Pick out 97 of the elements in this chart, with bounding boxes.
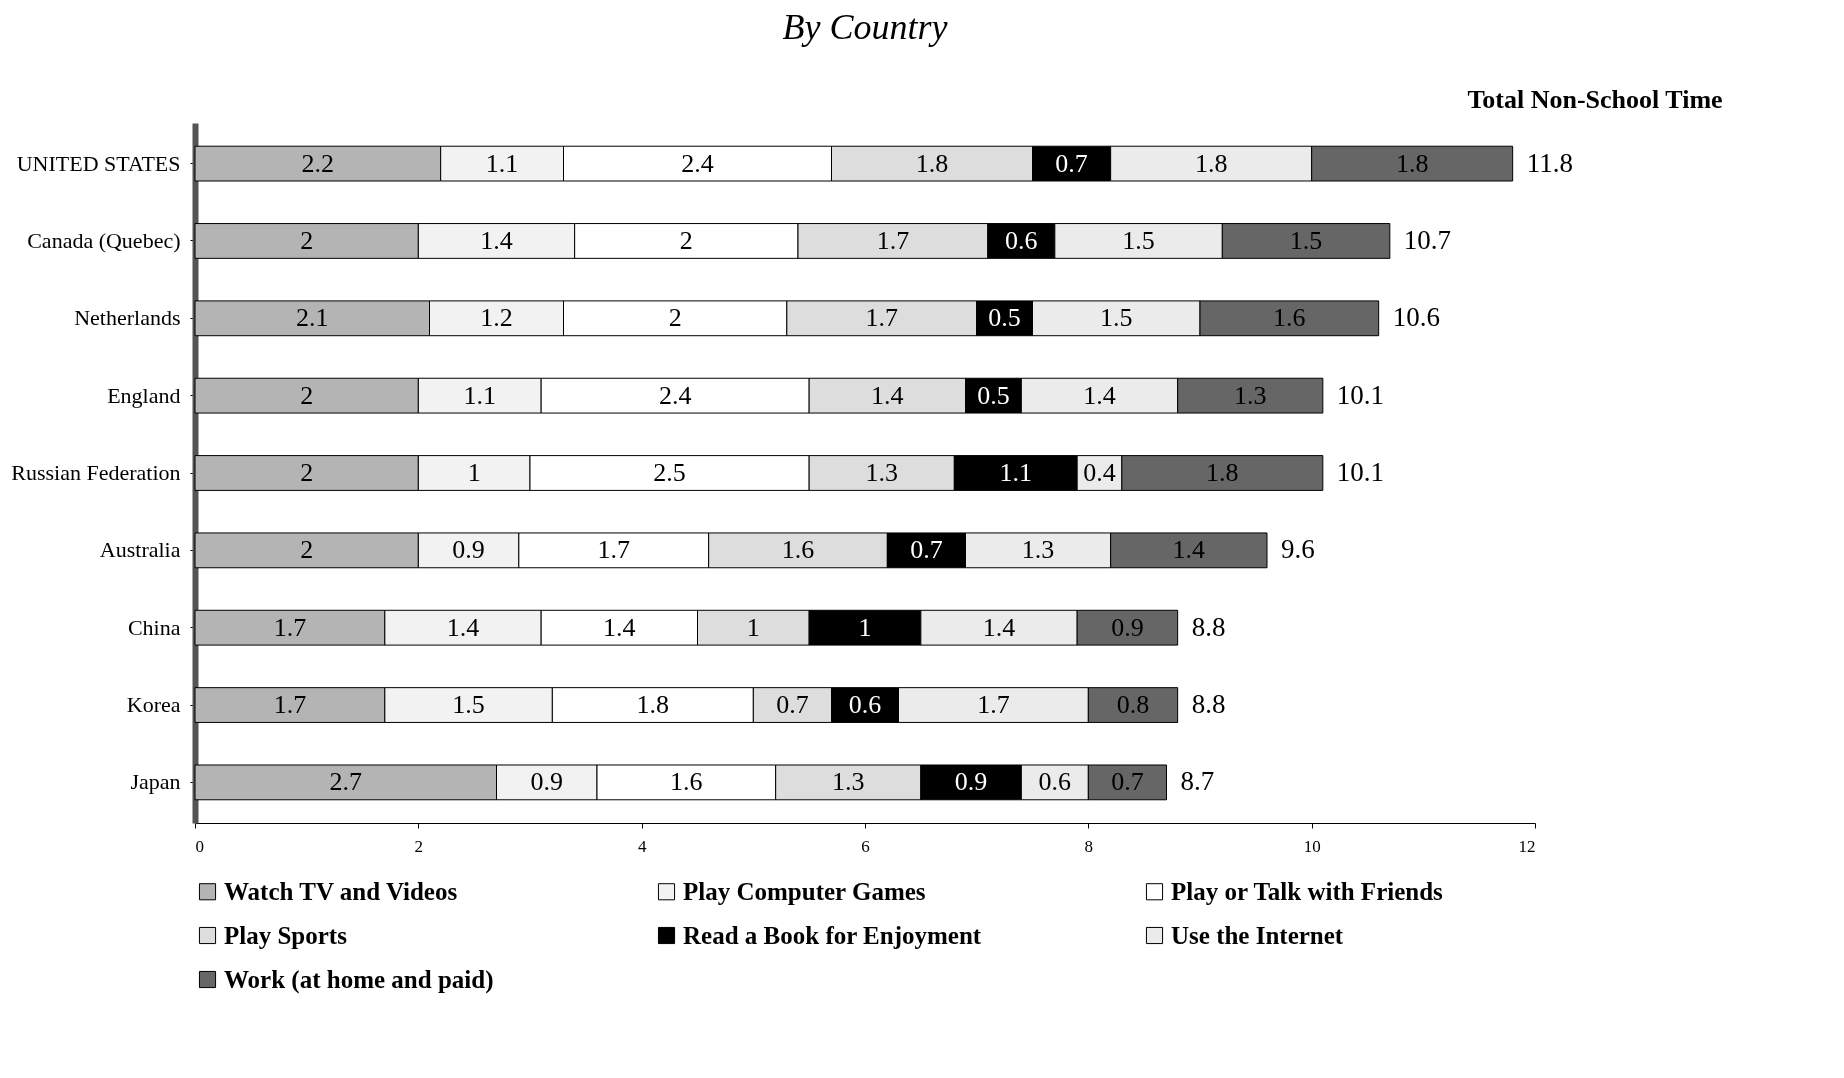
- data-label: 1.8: [1395, 148, 1429, 178]
- data-label: 2.7: [329, 767, 362, 797]
- data-label: 2.4: [658, 380, 692, 410]
- x-tick-label: 12: [1518, 836, 1536, 856]
- total-label: 10.6: [1392, 302, 1440, 333]
- x-tick-label: 10: [1303, 836, 1321, 856]
- x-tick-label: 2: [414, 836, 424, 856]
- legend-label: Watch TV and Videos: [224, 877, 458, 905]
- data-label: 0.9: [530, 767, 563, 797]
- y-tick-label: Netherlands: [74, 305, 181, 331]
- x-tick-label: 0: [195, 836, 204, 856]
- data-label: 1.3: [832, 767, 865, 797]
- total-label: 8.8: [1191, 689, 1226, 720]
- data-label: 1.7: [865, 303, 898, 333]
- legend-label: Use the Internet: [1171, 921, 1344, 949]
- data-label: 1: [746, 612, 760, 642]
- data-label: 1.4: [603, 612, 636, 642]
- total-label: 10.7: [1403, 224, 1452, 255]
- data-label: 0.9: [452, 535, 485, 565]
- total-label: 11.8: [1526, 147, 1573, 178]
- legend-label: Play or Talk with Friends: [1171, 877, 1444, 905]
- total-label: 10.1: [1336, 457, 1385, 487]
- data-label: 2: [300, 225, 314, 255]
- data-label: 1.1: [485, 148, 519, 178]
- data-label: 0.7: [910, 535, 943, 565]
- x-tick-label: 4: [637, 836, 647, 856]
- data-label: 1.7: [977, 690, 1010, 720]
- data-label: 0.4: [1083, 458, 1116, 487]
- y-tick-label: UNITED STATES: [16, 150, 181, 176]
- data-label: 0.5: [988, 303, 1021, 333]
- y-tick-label: China: [127, 614, 181, 640]
- data-label: 1.6: [781, 535, 815, 565]
- data-label: 1.1: [999, 458, 1032, 487]
- data-label: 1.8: [1194, 148, 1228, 178]
- data-label: 1.5: [452, 690, 485, 720]
- y-tick-label: Australia: [99, 537, 181, 563]
- data-label: 0.7: [1055, 148, 1088, 178]
- data-label: 1: [858, 612, 872, 642]
- data-label: 1.8: [636, 690, 670, 720]
- data-label: 0.9: [1111, 612, 1144, 642]
- data-label: 1.5: [1100, 303, 1133, 333]
- y-tick-label: Japan: [130, 769, 181, 795]
- data-label: 1.3: [1234, 380, 1267, 410]
- total-label: 9.6: [1281, 534, 1315, 565]
- y-tick-label: England: [107, 382, 181, 408]
- data-label: 0.6: [848, 690, 882, 720]
- data-label: 0.6: [1005, 225, 1038, 255]
- total-label: 8.8: [1191, 611, 1226, 642]
- data-label: 1.4: [871, 380, 904, 410]
- data-label: 2.2: [301, 148, 335, 178]
- data-label: 1.7: [597, 535, 630, 565]
- data-label: 1.2: [480, 303, 513, 333]
- total-label: 8.7: [1180, 766, 1215, 797]
- legend-label: Read a Book for Enjoyment: [683, 921, 982, 949]
- total-label: 10.1: [1336, 379, 1385, 410]
- data-label: 2: [300, 458, 314, 487]
- data-label: 1.4: [1083, 380, 1116, 410]
- x-tick-label: 8: [1084, 836, 1094, 856]
- data-label: 1.7: [273, 612, 307, 642]
- data-label: 1.8: [1206, 458, 1239, 487]
- y-tick-label: Russian Federation: [11, 460, 181, 485]
- data-label: 0.5: [977, 380, 1010, 410]
- data-label: 2.1: [296, 303, 329, 333]
- data-label: 1.3: [865, 458, 898, 487]
- text: Total Non-School Time: [1467, 85, 1723, 114]
- data-label: 0.8: [1116, 690, 1150, 720]
- data-label: 1.8: [915, 148, 949, 178]
- data-label: 1.4: [982, 612, 1016, 642]
- data-label: 1.6: [670, 767, 703, 797]
- data-label: 1.6: [1273, 303, 1306, 333]
- chart-subtitle: By Country: [782, 7, 948, 47]
- data-label: 1.5: [1289, 225, 1323, 255]
- data-label: 1: [467, 458, 481, 487]
- data-label: 1.4: [480, 225, 513, 255]
- legend-label: Play Sports: [224, 921, 348, 949]
- data-label: 1.7: [273, 690, 307, 720]
- y-tick-label: Korea: [126, 692, 181, 718]
- data-label: 2: [679, 225, 693, 255]
- legend-label: Play Computer Games: [683, 877, 926, 905]
- y-tick-label: Canada (Quebec): [27, 227, 181, 253]
- data-label: 1.5: [1122, 225, 1155, 255]
- data-label: 2.5: [653, 458, 686, 487]
- data-label: 0.6: [1038, 767, 1072, 797]
- data-label: 1.3: [1021, 535, 1055, 565]
- data-label: 1.4: [1172, 535, 1206, 565]
- data-label: 2: [668, 303, 682, 333]
- data-label: 2: [300, 380, 314, 410]
- data-label: 2: [300, 535, 314, 565]
- data-label: 1.4: [446, 612, 480, 642]
- data-label: 0.7: [776, 690, 809, 720]
- data-label: 1.7: [876, 225, 910, 255]
- legend-label: Work (at home and paid): [224, 965, 494, 994]
- x-tick-label: 6: [861, 836, 870, 856]
- data-label: 0.9: [954, 767, 988, 797]
- data-label: 1.1: [463, 380, 496, 410]
- data-label: 0.7: [1111, 767, 1144, 797]
- data-label: 2.4: [681, 148, 714, 178]
